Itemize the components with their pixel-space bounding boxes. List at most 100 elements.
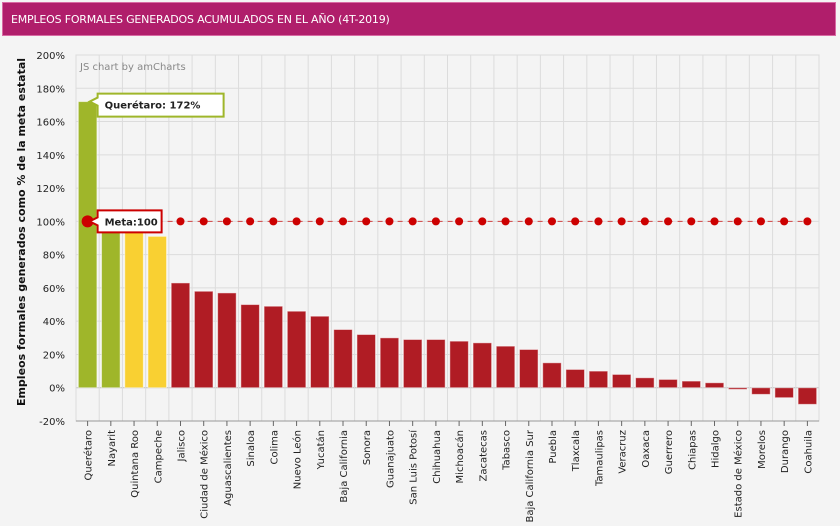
- bar: [588, 370, 609, 389]
- y-tick-label: 20%: [43, 350, 65, 361]
- bar: [402, 338, 423, 389]
- goal-point: [478, 217, 487, 226]
- bar: [193, 290, 214, 389]
- x-tick-label: Aguascalientes: [223, 430, 234, 506]
- x-tick-label: Ciudad de México: [199, 430, 211, 519]
- goal-point: [571, 217, 580, 226]
- x-tick-label: Estado de México: [733, 430, 745, 518]
- goal-point: [246, 217, 255, 226]
- x-tick-label: Campeche: [153, 430, 164, 483]
- y-tick-label: 120%: [36, 184, 65, 195]
- goal-point: [431, 217, 440, 226]
- x-tick-label: Veracruz: [618, 430, 629, 474]
- x-tick-label: Oaxaca: [641, 430, 652, 468]
- y-tick-label: 60%: [43, 284, 65, 295]
- bar: [426, 338, 446, 389]
- goal-point: [617, 217, 626, 226]
- tooltip-box: [87, 209, 163, 234]
- goal-point: [176, 217, 185, 226]
- x-tick-label: Jalisco: [176, 430, 187, 462]
- chart-credit[interactable]: JS chart by amCharts: [79, 62, 186, 73]
- y-tick-label: 140%: [36, 151, 65, 162]
- chart-header: EMPLEOS FORMALES GENERADOS ACUMULADOS EN…: [2, 2, 836, 36]
- goal-point: [222, 217, 231, 226]
- bar: [356, 333, 377, 389]
- goal-point: [687, 217, 696, 226]
- bar: [286, 310, 307, 389]
- goal-point: [455, 217, 464, 226]
- x-tick-label: Sonora: [362, 430, 373, 465]
- x-tick-label: Tabasco: [502, 430, 513, 471]
- goal-point: [501, 217, 510, 226]
- x-tick-label: Hidalgo: [711, 430, 722, 468]
- bar: [217, 292, 237, 389]
- goal-point: [199, 217, 208, 226]
- x-tick-label: Sinaloa: [246, 430, 257, 467]
- bar: [472, 342, 493, 389]
- bar: [727, 387, 748, 390]
- y-axis: -20% 0% 20% 40% 60% 80% 100% 120% 140% 160% 180% 20…: [36, 51, 65, 428]
- goal-point: [733, 217, 742, 226]
- goal-point: [524, 217, 533, 226]
- x-tick-label: Puebla: [548, 430, 559, 464]
- x-tick-label: Nayarit: [107, 430, 118, 467]
- goal-point: [315, 217, 324, 226]
- goal-point: [292, 217, 301, 226]
- x-tick-label: Guanajuato: [385, 430, 396, 488]
- x-tick-label: Tamaulipas: [594, 430, 605, 487]
- x-tick-label: Colima: [269, 430, 280, 465]
- x-tick-label: Querétaro: [83, 430, 95, 480]
- x-tick-label: Baja California Sur: [525, 429, 536, 522]
- y-tick-label: 40%: [43, 317, 65, 328]
- x-tick-label: Guerrero: [664, 430, 675, 474]
- goal-point: [640, 217, 649, 226]
- x-tick-label: Durango: [780, 430, 791, 473]
- goal-point: [710, 217, 719, 226]
- x-tick-label: Yucatán: [315, 430, 327, 470]
- x-tick-label: Baja California: [339, 430, 350, 503]
- bar: [124, 230, 144, 389]
- y-axis-title: Empleos formales generados como % de la …: [15, 58, 28, 406]
- bar: [774, 387, 794, 399]
- y-tick-label: 160%: [36, 118, 65, 129]
- y-tick-label: 0%: [49, 384, 65, 395]
- bar: [681, 380, 702, 389]
- chart-title: EMPLEOS FORMALES GENERADOS ACUMULADOS EN…: [11, 13, 390, 26]
- x-tick-label: Michoacán: [454, 430, 466, 483]
- y-tick-label: 180%: [36, 84, 65, 95]
- bar: [240, 304, 260, 389]
- goal-point: [594, 217, 603, 226]
- bar: [77, 101, 98, 389]
- x-tick-label: San Luis Potosí: [408, 429, 420, 505]
- x-tick-label: Nuevo León: [292, 430, 304, 489]
- goal-point: [664, 217, 673, 226]
- bar: [565, 368, 585, 389]
- bar: [751, 387, 771, 395]
- bar: [658, 378, 678, 389]
- goal-point: [385, 217, 394, 226]
- tooltip-text: Querétaro: 172%: [105, 100, 201, 112]
- goal-point: [269, 217, 278, 226]
- x-tick-label: Chihuahua: [432, 430, 443, 484]
- bar: [147, 235, 168, 389]
- goal-point: [803, 217, 812, 226]
- bar: [263, 305, 284, 389]
- x-tick-label: Chiapas: [687, 430, 698, 470]
- bar: [635, 377, 655, 389]
- bar: [310, 315, 330, 389]
- goal-point: [362, 217, 371, 226]
- x-axis: Querétaro Nayarit Quintana Roo Campeche Jali…: [76, 420, 819, 523]
- x-tick-label: Coahuila: [803, 430, 814, 474]
- goal-point: [339, 217, 348, 226]
- bar: [797, 387, 818, 405]
- x-tick-label: Tlaxcala: [571, 430, 582, 472]
- bars: [77, 101, 818, 405]
- bar: [611, 373, 632, 389]
- y-tick-label: 80%: [43, 251, 65, 262]
- tooltip-box: [87, 92, 225, 118]
- bar: [333, 329, 353, 389]
- goal-point: [780, 217, 789, 226]
- bar: [101, 209, 121, 389]
- bar: [449, 340, 469, 389]
- bar: [379, 337, 400, 389]
